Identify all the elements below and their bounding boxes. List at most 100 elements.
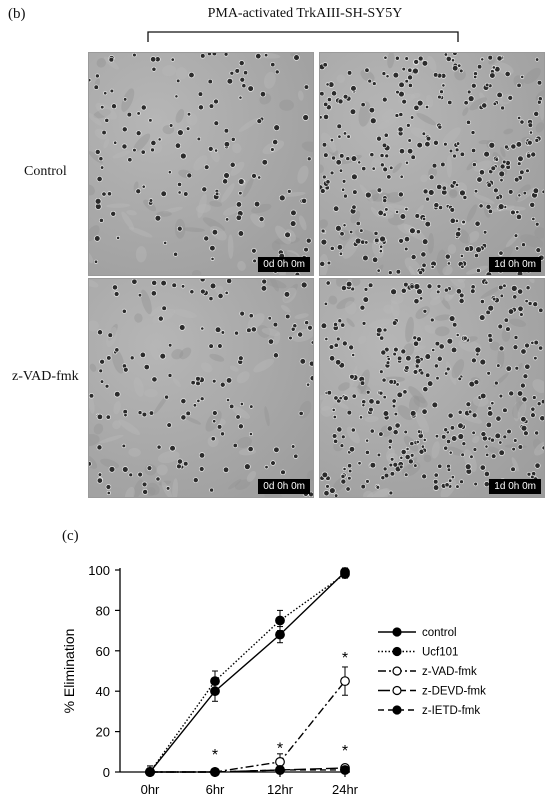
title-bracket [147,31,459,42]
round-cell [135,130,142,137]
round-cell [141,411,148,418]
round-cell [369,428,375,434]
legend-entry: Ucf101 [378,647,458,659]
round-cell [167,343,173,348]
round-cell [140,104,147,111]
round-cell [232,442,238,449]
round-cell [455,231,462,238]
round-cell [470,130,476,135]
round-cell [529,201,536,208]
round-cell [471,357,477,364]
round-cell [476,64,483,70]
round-cell [498,284,504,291]
round-cell [517,288,524,295]
round-cell [470,284,476,290]
round-cell [534,430,540,436]
round-cell [223,128,230,134]
round-cell [407,74,413,81]
flat-cell [121,88,135,112]
round-cell [96,477,103,484]
flat-cell [504,444,527,449]
round-cell [112,284,118,291]
round-cell [400,449,407,456]
round-cell [429,317,435,323]
flat-cell [371,239,385,259]
round-cell [431,348,436,352]
flat-cell [320,405,333,417]
flat-cell [215,285,224,294]
round-cell [414,363,420,369]
flat-cell [128,447,141,457]
round-cell [229,403,235,410]
round-cell [347,476,352,481]
round-cell [89,461,92,467]
data-point [210,767,220,777]
round-cell [374,237,380,244]
round-cell [410,154,416,160]
round-cell [382,410,390,417]
round-cell [326,390,332,396]
round-cell [497,203,505,210]
round-cell [485,452,490,457]
round-cell [94,235,101,242]
round-cell [472,447,478,452]
round-cell [401,66,406,72]
flat-cell [427,55,437,72]
flat-cell [478,139,490,145]
round-cell [420,251,427,258]
round-cell [379,162,385,168]
round-cell [340,322,346,328]
round-cell [398,148,406,155]
flat-cell [246,470,257,482]
data-point [340,569,350,579]
flat-cell [387,53,395,69]
round-cell [273,446,280,453]
round-cell [506,428,512,435]
round-cell [531,216,536,221]
flat-cell [195,203,211,213]
round-cell [510,466,516,472]
flat-cell [523,67,541,84]
round-cell [538,345,544,351]
round-cell [527,301,533,306]
round-cell [131,279,138,285]
flat-cell [89,251,94,264]
flat-cell [281,191,306,197]
flat-cell [200,362,213,373]
round-cell [428,189,435,196]
round-cell [320,188,326,194]
round-cell [351,173,358,181]
round-cell [476,176,483,183]
round-cell [502,434,508,440]
series-z-ietd-fmk [145,765,350,777]
flat-cell [264,406,270,427]
round-cell [502,407,508,414]
round-cell [113,291,120,297]
round-cell [406,123,411,128]
round-cell [290,209,297,217]
round-cell [386,174,392,180]
round-cell [498,250,504,256]
round-cell [108,466,116,473]
round-cell [108,56,115,63]
round-cell [470,82,477,89]
round-cell [527,139,533,146]
round-cell [214,191,220,196]
round-cell [443,427,449,433]
round-cell [395,209,400,214]
flat-cell [456,182,468,193]
flat-cell [535,122,544,133]
round-cell [381,71,387,76]
round-cell [341,340,348,347]
round-cell [487,337,494,343]
round-cell [391,403,397,409]
round-cell [402,389,408,395]
round-cell [351,393,357,399]
round-cell [229,70,235,76]
round-cell [457,63,462,68]
flat-cell [275,225,292,245]
round-cell [359,380,366,386]
flat-cell [390,300,400,318]
round-cell [329,138,334,143]
round-cell [223,141,231,148]
